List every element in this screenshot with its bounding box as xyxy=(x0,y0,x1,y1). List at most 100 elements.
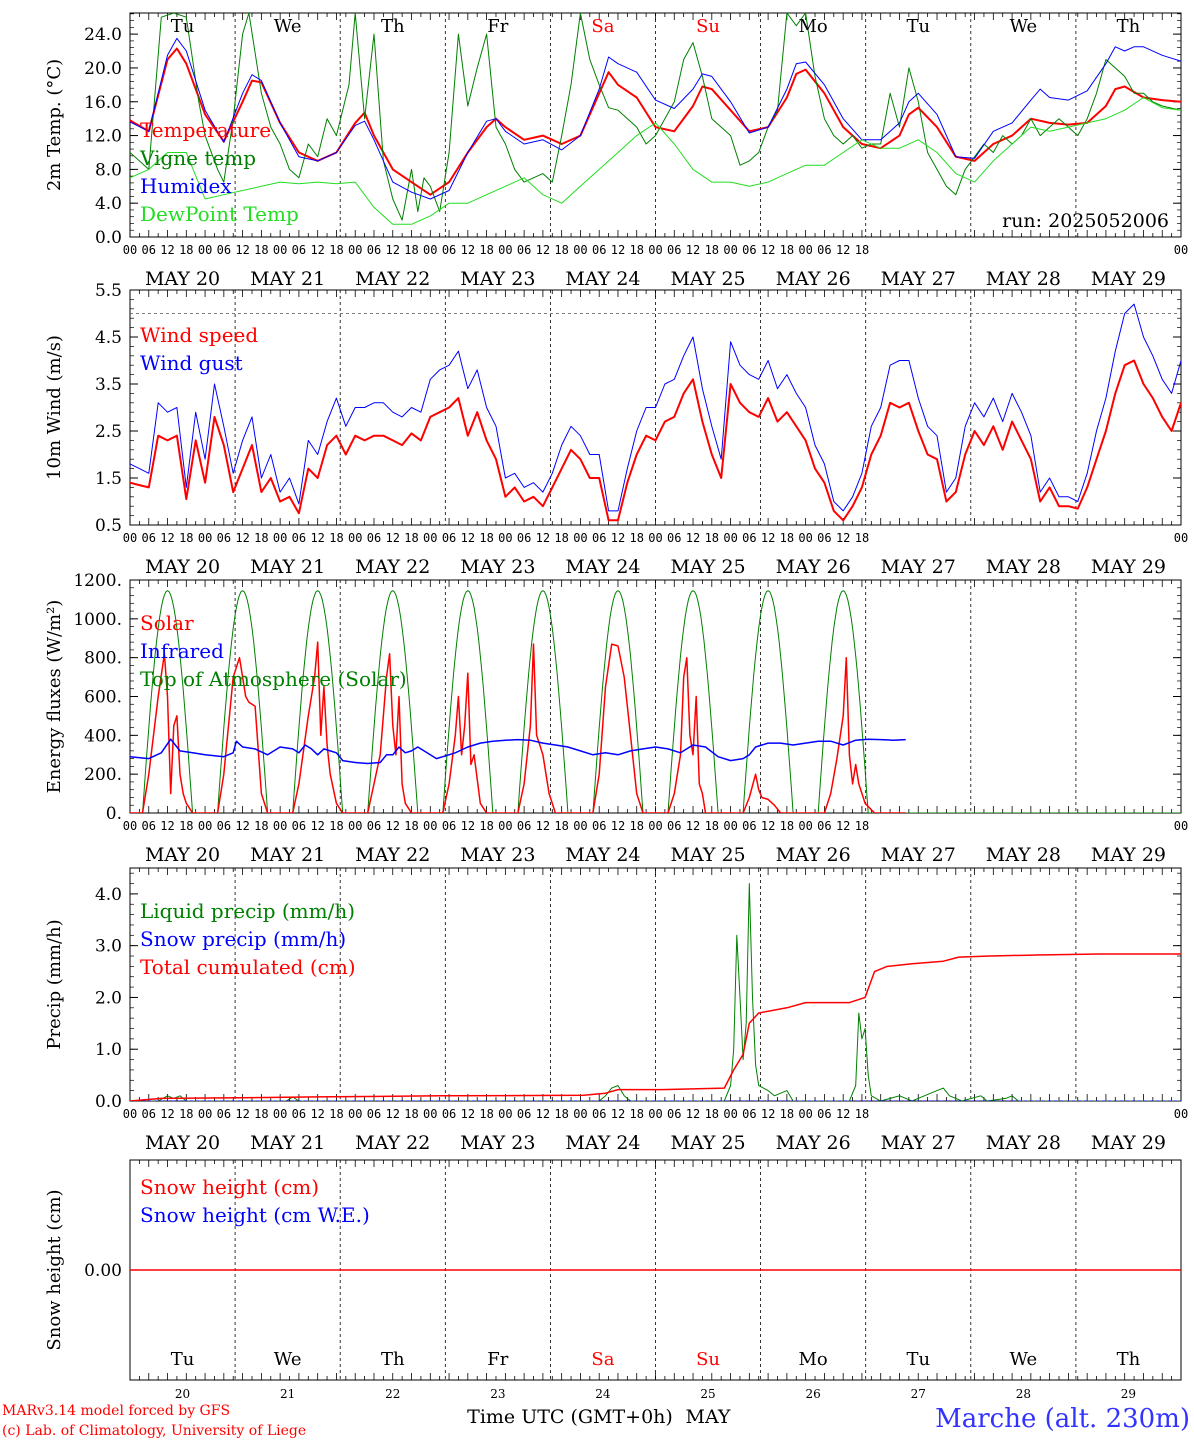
hour-label: 00 xyxy=(348,243,362,257)
hour-label: 06 xyxy=(517,531,531,545)
y-tick-label: 24.0 xyxy=(84,25,122,45)
run-annotation: run: 2025052006 xyxy=(1002,210,1169,232)
hour-label: 18 xyxy=(780,1107,794,1121)
date-label: MAY 28 xyxy=(986,1132,1061,1154)
day-name: Mo xyxy=(799,1349,828,1370)
date-label: MAY 24 xyxy=(565,844,640,866)
hour-label: 18 xyxy=(630,1107,644,1121)
hour-label: 06 xyxy=(442,243,456,257)
y-tick-label: 4.0 xyxy=(95,885,122,905)
hour-label: 18 xyxy=(855,819,869,833)
hour-label: 18 xyxy=(329,1107,343,1121)
hour-label: 18 xyxy=(630,531,644,545)
hour-label: 12 xyxy=(761,531,775,545)
day-name: Fr xyxy=(487,16,508,37)
hour-label: 18 xyxy=(479,1107,493,1121)
hour-label: 00 xyxy=(348,819,362,833)
hour-label: 18 xyxy=(329,531,343,545)
day-name: Mo xyxy=(799,16,828,37)
hour-label: 12 xyxy=(836,819,850,833)
date-label: MAY 24 xyxy=(565,556,640,578)
hour-label: 06 xyxy=(367,819,381,833)
day-number: 26 xyxy=(806,1387,821,1401)
date-label: MAY 20 xyxy=(145,556,220,578)
hour-label: 06 xyxy=(667,531,681,545)
hour-label: 00 xyxy=(798,243,812,257)
hour-label: 00 xyxy=(273,1107,287,1121)
date-label: MAY 24 xyxy=(565,1132,640,1154)
hour-label: 12 xyxy=(461,819,475,833)
hour-label: 18 xyxy=(179,819,193,833)
hour-label: 00 xyxy=(1174,1107,1188,1121)
hour-label: 06 xyxy=(142,1107,156,1121)
plot-area xyxy=(130,303,1181,522)
hour-label: 12 xyxy=(386,819,400,833)
hour-label: 06 xyxy=(292,243,306,257)
day-name: Tu xyxy=(906,16,930,37)
hour-label: 18 xyxy=(630,243,644,257)
hour-label: 00 xyxy=(198,531,212,545)
day-name: Tu xyxy=(171,16,195,37)
hour-label: 00 xyxy=(198,1107,212,1121)
hour-label: 18 xyxy=(855,1107,869,1121)
day-name: Tu xyxy=(171,1349,195,1370)
hour-label: 12 xyxy=(836,531,850,545)
hour-label: 06 xyxy=(817,243,831,257)
y-tick-label: 1.5 xyxy=(95,469,122,489)
day-name: Su xyxy=(696,16,720,37)
hour-label: 00 xyxy=(573,531,587,545)
hour-label: 00 xyxy=(498,243,512,257)
day-number: 23 xyxy=(490,1387,505,1401)
hour-label: 00 xyxy=(423,531,437,545)
date-label: MAY 21 xyxy=(250,1132,325,1154)
hour-label: 06 xyxy=(817,1107,831,1121)
x-axis-label: Time UTC (GMT+0h) xyxy=(467,1406,673,1428)
date-label: MAY 21 xyxy=(250,844,325,866)
day-name: Th xyxy=(1117,1349,1141,1370)
hour-label: 12 xyxy=(761,243,775,257)
hour-label: 00 xyxy=(798,1107,812,1121)
date-label: MAY 21 xyxy=(250,268,325,290)
model-credit: MARv3.14 model forced by GFS xyxy=(2,1403,230,1419)
hour-label: 12 xyxy=(611,819,625,833)
hour-label: 00 xyxy=(573,819,587,833)
hour-label: 18 xyxy=(705,819,719,833)
hour-label: 00 xyxy=(348,1107,362,1121)
hour-label: 06 xyxy=(442,1107,456,1121)
hour-label: 18 xyxy=(780,819,794,833)
hour-label: 06 xyxy=(667,1107,681,1121)
hour-label: 18 xyxy=(179,531,193,545)
hour-label: 00 xyxy=(723,1107,737,1121)
hour-label: 06 xyxy=(442,531,456,545)
day-name: Th xyxy=(381,16,405,37)
hour-label: 06 xyxy=(367,531,381,545)
hour-label: 18 xyxy=(630,819,644,833)
hour-label: 18 xyxy=(705,531,719,545)
legend-entry: Snow height (cm W.E.) xyxy=(140,1203,370,1227)
hour-label: 18 xyxy=(780,243,794,257)
hour-label: 06 xyxy=(517,1107,531,1121)
day-name: We xyxy=(1010,16,1038,37)
hour-label: 12 xyxy=(160,531,174,545)
date-label: MAY 23 xyxy=(460,844,535,866)
y-tick-label: 16.0 xyxy=(84,93,122,113)
day-name: Th xyxy=(381,1349,405,1370)
y-tick-label: 0.0 xyxy=(95,228,122,248)
hour-label: 12 xyxy=(836,1107,850,1121)
y-tick-label: 12.0 xyxy=(84,127,122,147)
hour-label: 12 xyxy=(160,1107,174,1121)
hour-label: 00 xyxy=(273,531,287,545)
y-tick-label: 4.5 xyxy=(95,328,122,348)
hour-label: 18 xyxy=(254,819,268,833)
hour-label: 18 xyxy=(254,1107,268,1121)
hour-label: 18 xyxy=(254,243,268,257)
y-tick-label: 0.00 xyxy=(84,1261,122,1281)
date-label: MAY 23 xyxy=(460,268,535,290)
series-wind-speed xyxy=(130,359,1181,522)
date-label: MAY 22 xyxy=(355,268,430,290)
hour-label: 18 xyxy=(179,243,193,257)
date-label: MAY 28 xyxy=(986,268,1061,290)
hour-label: 18 xyxy=(329,819,343,833)
hour-label: 06 xyxy=(742,243,756,257)
hour-label: 06 xyxy=(742,819,756,833)
